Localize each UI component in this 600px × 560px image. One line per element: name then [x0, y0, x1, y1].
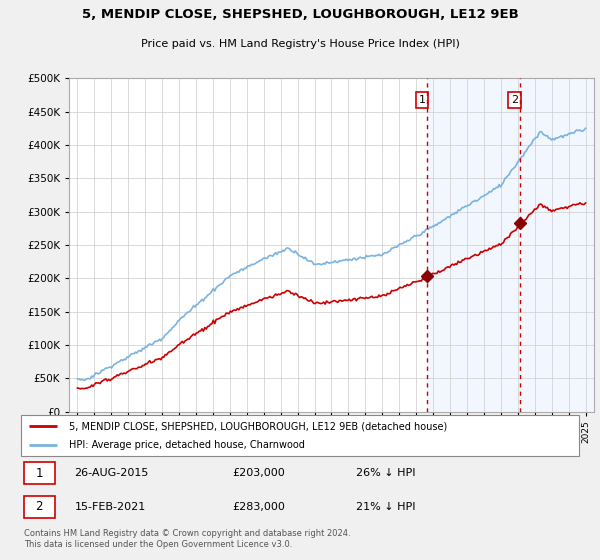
- Bar: [520, 78, 594, 412]
- Text: Price paid vs. HM Land Registry's House Price Index (HPI): Price paid vs. HM Land Registry's House …: [140, 39, 460, 49]
- Text: HPI: Average price, detached house, Charnwood: HPI: Average price, detached house, Char…: [69, 440, 305, 450]
- Text: 15-FEB-2021: 15-FEB-2021: [74, 502, 146, 512]
- Text: 2: 2: [35, 500, 43, 514]
- Text: 1: 1: [419, 95, 425, 105]
- Text: 1: 1: [35, 466, 43, 480]
- Text: 2: 2: [511, 95, 518, 105]
- Text: 26-AUG-2015: 26-AUG-2015: [74, 468, 149, 478]
- FancyBboxPatch shape: [23, 496, 55, 517]
- FancyBboxPatch shape: [21, 416, 579, 456]
- Text: £283,000: £283,000: [232, 502, 285, 512]
- Text: Contains HM Land Registry data © Crown copyright and database right 2024.
This d: Contains HM Land Registry data © Crown c…: [24, 529, 350, 549]
- Text: 5, MENDIP CLOSE, SHEPSHED, LOUGHBOROUGH, LE12 9EB (detached house): 5, MENDIP CLOSE, SHEPSHED, LOUGHBOROUGH,…: [69, 421, 447, 431]
- Bar: [427, 78, 520, 412]
- Text: £203,000: £203,000: [232, 468, 285, 478]
- Text: 21% ↓ HPI: 21% ↓ HPI: [356, 502, 416, 512]
- Text: 5, MENDIP CLOSE, SHEPSHED, LOUGHBOROUGH, LE12 9EB: 5, MENDIP CLOSE, SHEPSHED, LOUGHBOROUGH,…: [82, 8, 518, 21]
- FancyBboxPatch shape: [23, 463, 55, 484]
- Text: 26% ↓ HPI: 26% ↓ HPI: [356, 468, 416, 478]
